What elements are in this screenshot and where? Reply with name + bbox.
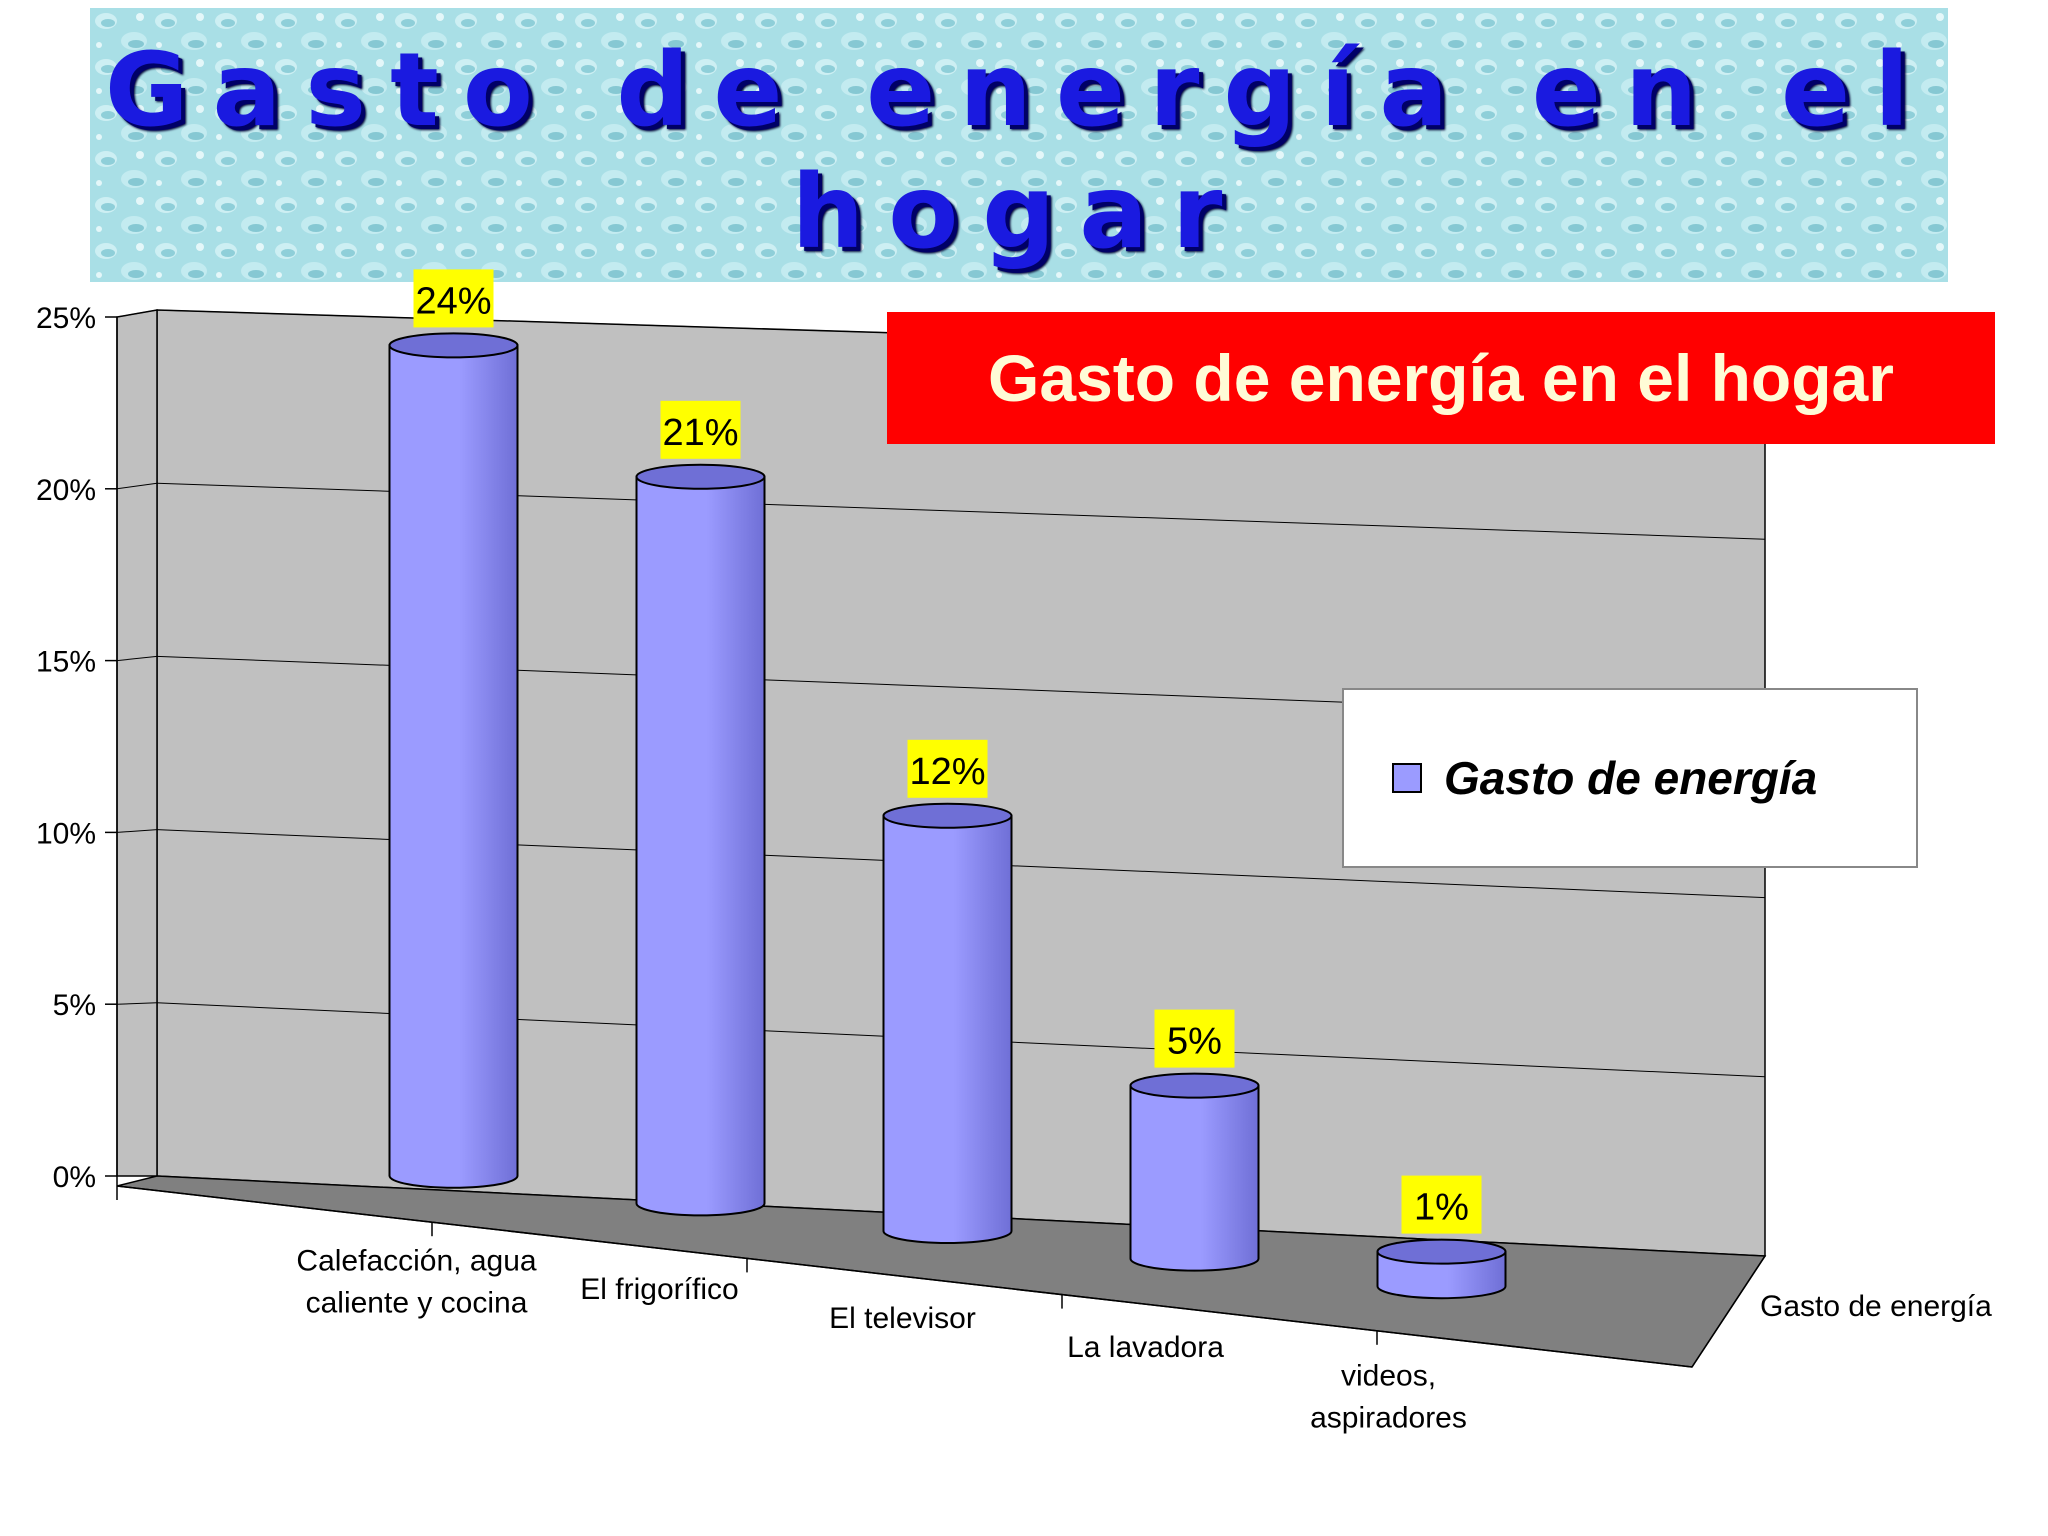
data-label-box (1154, 1009, 1235, 1068)
y-tick-label: 0% (53, 1161, 96, 1194)
y-tick-label: 10% (36, 817, 96, 850)
chart-legend: Gasto de energía (1342, 688, 1918, 868)
y-tick-label: 25% (36, 302, 96, 335)
data-label-box (660, 400, 741, 459)
bar-body (388, 344, 519, 1189)
category-label-line: Calefacción, agua (296, 1244, 536, 1277)
category-label-line: La lavadora (1067, 1331, 1224, 1364)
chart-categories: Calefacción, agua caliente y cocina El fri… (296, 1244, 1466, 1434)
category-label-line: El televisor (829, 1302, 976, 1335)
chart-bars (388, 332, 1507, 1300)
gridline-side (116, 1002, 158, 1005)
data-label: 12% (909, 751, 985, 793)
y-tick-label: 15% (36, 646, 96, 679)
category-label: El frigorífico (580, 1273, 738, 1306)
y-tick-label: 5% (53, 989, 96, 1022)
gridline-side (116, 482, 158, 490)
bar-top (388, 332, 519, 359)
bar (1376, 1238, 1507, 1300)
category-label: La lavadora (1067, 1331, 1224, 1364)
bar-top (635, 463, 766, 490)
bar-body (1129, 1084, 1260, 1272)
page-title: Gasto de energía en el hogar (104, 31, 1934, 272)
data-label: 21% (662, 412, 738, 454)
gridline-side (116, 655, 158, 662)
depth-axis (1691, 1255, 1766, 1368)
data-label-box (907, 739, 988, 798)
side-wall (116, 309, 158, 1177)
bar (388, 332, 519, 1189)
chart-title-box: Gasto de energía en el hogar (887, 312, 1995, 444)
bar-body (882, 814, 1013, 1244)
data-label: 1% (1414, 1187, 1469, 1229)
bar (635, 463, 766, 1217)
legend-swatch-icon (1392, 763, 1422, 793)
chart-y-ticks: 0% 5% 10% 15% 20% 25% (36, 302, 96, 1194)
chart-data-labels: 24% 21% 12% 5% 1% (413, 269, 1482, 1234)
data-label-box (413, 269, 494, 328)
category-label: Calefacción, agua caliente y cocina (296, 1244, 536, 1319)
gridline-side (116, 309, 158, 318)
legend-label: Gasto de energía (1444, 752, 1818, 804)
data-label-box (1401, 1175, 1482, 1234)
depth-axis-label: Gasto de energía (1760, 1290, 1992, 1323)
bar-body (1376, 1250, 1507, 1300)
chart-axes (116, 317, 1766, 1368)
bar-top (1129, 1072, 1260, 1099)
bar-body (635, 475, 766, 1217)
category-label-line: videos, (1341, 1360, 1436, 1393)
title-banner: Gasto de energía en el hogar (90, 8, 1948, 282)
chart-title: Gasto de energía en el hogar (988, 341, 1894, 415)
x-axis (116, 1185, 1693, 1368)
category-label-line: El frigorífico (580, 1273, 738, 1306)
data-label: 5% (1167, 1021, 1222, 1063)
category-label: El televisor (829, 1302, 976, 1335)
bar-top (882, 802, 1013, 829)
category-label-line: aspiradores (1310, 1402, 1467, 1435)
category-label-line: caliente y cocina (306, 1286, 528, 1319)
bar (882, 802, 1013, 1244)
gridline-side (116, 829, 158, 833)
bar (1129, 1072, 1260, 1272)
water-texture-background (90, 8, 1948, 282)
category-label: videos, aspiradores (1310, 1360, 1467, 1435)
data-label: 24% (415, 280, 491, 322)
y-tick-label: 20% (36, 474, 96, 507)
bar-top (1376, 1238, 1507, 1265)
